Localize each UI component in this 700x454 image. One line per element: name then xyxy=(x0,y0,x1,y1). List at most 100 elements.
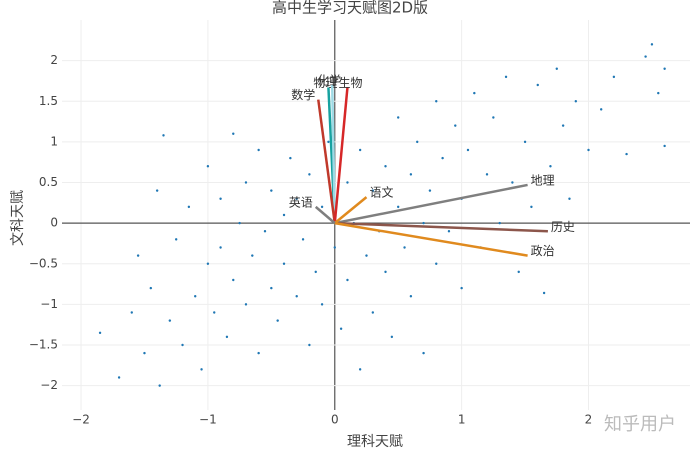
point xyxy=(263,230,267,233)
point xyxy=(320,205,324,209)
vector xyxy=(314,205,336,225)
x-tick-label: −2 xyxy=(72,413,90,427)
point xyxy=(498,221,501,225)
point xyxy=(358,148,362,152)
point xyxy=(365,254,368,257)
vector xyxy=(334,221,528,257)
point xyxy=(454,124,457,127)
point xyxy=(384,165,387,168)
point xyxy=(650,43,654,46)
point xyxy=(276,319,279,322)
vector xyxy=(333,87,349,224)
vector-label: 地理 xyxy=(531,173,555,187)
y-tick-label: 1.5 xyxy=(39,94,58,108)
point xyxy=(466,148,470,152)
point xyxy=(460,286,463,290)
vector xyxy=(334,221,548,233)
point xyxy=(282,262,286,265)
point xyxy=(397,205,400,209)
point xyxy=(270,189,273,192)
point xyxy=(663,144,666,148)
vector xyxy=(334,183,528,225)
y-tick-label: −1.5 xyxy=(29,338,58,352)
point xyxy=(244,181,248,184)
point xyxy=(200,368,203,371)
point xyxy=(435,100,438,103)
point xyxy=(187,205,191,209)
point xyxy=(206,165,210,168)
point xyxy=(339,327,343,330)
y-tick-label: 0 xyxy=(50,216,58,230)
point xyxy=(244,303,248,306)
point xyxy=(599,108,603,111)
point xyxy=(194,295,197,298)
point xyxy=(308,173,311,176)
vector-label: 政治 xyxy=(531,244,555,258)
point xyxy=(530,205,533,209)
x-tick-label: 0 xyxy=(331,413,339,427)
point xyxy=(390,335,394,339)
point xyxy=(587,148,590,152)
point xyxy=(523,140,527,144)
point xyxy=(232,278,235,282)
point xyxy=(536,83,539,87)
point xyxy=(130,311,133,314)
y-tick-label: −1 xyxy=(40,297,58,311)
point xyxy=(561,124,565,127)
point xyxy=(295,197,298,200)
point xyxy=(422,351,425,355)
point xyxy=(555,67,558,70)
vector-label: 语文 xyxy=(369,185,393,200)
point xyxy=(504,75,508,79)
point xyxy=(663,67,666,70)
point xyxy=(238,221,241,225)
point xyxy=(270,286,273,290)
point xyxy=(282,213,286,217)
point xyxy=(346,278,349,282)
point xyxy=(225,335,229,339)
vector-label: 生物 xyxy=(338,76,362,90)
point xyxy=(181,343,184,347)
point xyxy=(358,368,362,371)
vector-label: 化学 xyxy=(317,73,341,88)
point xyxy=(289,156,292,160)
point xyxy=(542,291,546,295)
point xyxy=(612,75,616,79)
point xyxy=(384,270,387,274)
point xyxy=(232,132,235,135)
point xyxy=(517,270,520,274)
point xyxy=(492,116,495,119)
point xyxy=(168,319,172,322)
watermark: 知乎用户 xyxy=(604,414,676,435)
point xyxy=(574,100,578,103)
point xyxy=(447,230,451,233)
chart-title: 高中生学习天赋图2D版 xyxy=(272,0,428,17)
point xyxy=(568,197,571,200)
vector xyxy=(333,196,368,225)
vector-label: 英语 xyxy=(289,195,313,209)
point xyxy=(251,254,254,257)
point xyxy=(371,189,375,192)
point xyxy=(441,156,444,160)
point xyxy=(327,140,330,144)
y-axis-label: 文科天赋 xyxy=(10,190,26,246)
point xyxy=(549,165,552,168)
x-tick-label: −1 xyxy=(199,413,217,427)
point xyxy=(117,376,121,379)
point xyxy=(511,181,514,184)
point xyxy=(346,181,349,184)
point xyxy=(333,246,336,249)
y-tick-label: 0.5 xyxy=(39,175,58,189)
y-tick-label: 1 xyxy=(50,134,58,148)
point xyxy=(416,140,419,144)
point xyxy=(219,197,222,200)
point xyxy=(98,331,102,335)
x-axis-label: 理科天赋 xyxy=(347,434,403,450)
point xyxy=(409,173,413,176)
point xyxy=(158,384,161,387)
point xyxy=(314,270,317,274)
point xyxy=(422,221,425,225)
point xyxy=(473,91,476,95)
point xyxy=(206,262,210,265)
